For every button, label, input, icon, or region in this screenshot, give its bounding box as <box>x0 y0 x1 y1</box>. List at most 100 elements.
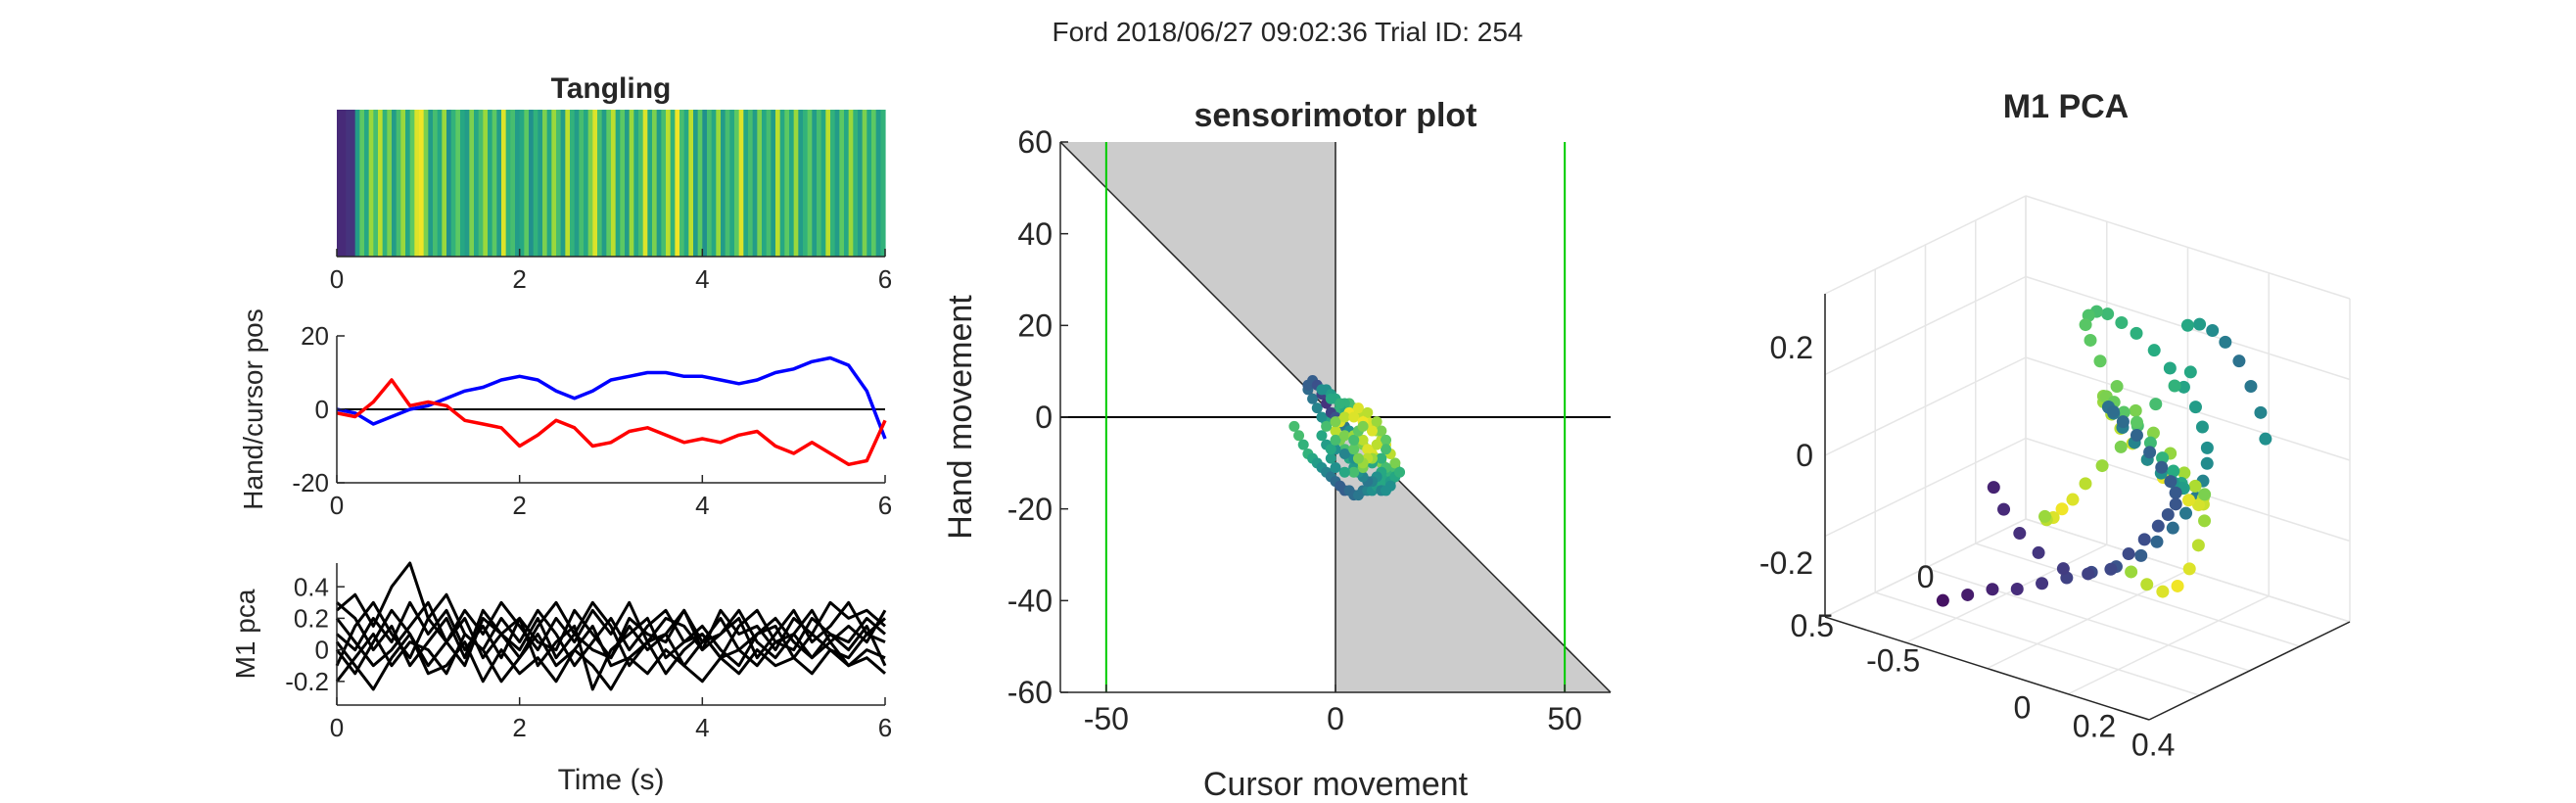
pca3d-y-tick-label: 0 <box>2014 689 2032 725</box>
pca3d-point <box>2195 420 2209 434</box>
tangling-stripe <box>437 110 443 257</box>
hand-x-tick-label: 4 <box>695 491 709 520</box>
tangling-stripe <box>656 110 662 257</box>
pca-x-tick-label: 6 <box>878 713 892 742</box>
tangling-stripe <box>702 110 708 257</box>
tangling-stripe <box>830 110 836 257</box>
sensorimotor-point <box>1330 425 1341 437</box>
pca-x-tick-label: 2 <box>512 713 526 742</box>
sensorimotor-point <box>1330 462 1341 474</box>
sensorimotor-point <box>1357 420 1369 432</box>
sensorimotor-point <box>1371 416 1382 428</box>
tangling-stripe <box>428 110 434 257</box>
tangling-stripe <box>579 110 585 257</box>
tangling-stripe <box>679 110 685 257</box>
pca3d-point <box>1986 583 1999 596</box>
tangling-x-tick-label: 4 <box>695 264 709 294</box>
pca3d-grid-line <box>1824 275 2027 376</box>
sensorimotor-point <box>1366 425 1378 437</box>
pca-trace-line <box>335 633 886 691</box>
tangling-stripe <box>570 110 576 257</box>
tangling-stripe <box>834 110 840 257</box>
pca3d-grid-line <box>2025 195 2351 300</box>
tangling-stripe <box>683 110 689 257</box>
pca3d-point <box>2180 318 2194 332</box>
tangling-stripe <box>734 110 740 257</box>
tangling-stripe <box>496 110 502 257</box>
tangling-stripe <box>757 110 763 257</box>
tangling-stripe <box>721 110 726 257</box>
sensorimotor-point <box>1348 444 1360 455</box>
tangling-stripe <box>652 110 658 257</box>
tangling-stripe <box>546 110 552 257</box>
hand-y-tick-label: -20 <box>292 468 329 497</box>
pca3d-point <box>2191 539 2205 552</box>
pca3d-point <box>2149 398 2163 411</box>
pca3d-point <box>2130 428 2143 442</box>
cursor-position-line <box>336 378 887 467</box>
pca3d-point <box>2137 533 2151 546</box>
sensorimotor-x-tick-label: 50 <box>1547 701 1582 736</box>
pca3d-point <box>2095 459 2109 473</box>
sensorimotor-point <box>1348 466 1360 478</box>
sensorimotor-point <box>1316 411 1328 423</box>
pca-x-tick-label: 0 <box>330 713 344 742</box>
tangling-stripe <box>862 110 867 257</box>
pca3d-x-tick-label: 0.5 <box>1791 608 1834 643</box>
tangling-x-tick-label: 0 <box>330 264 344 294</box>
sensorimotor-point <box>1297 439 1309 450</box>
sensorimotor-point <box>1338 430 1350 442</box>
tangling-stripe <box>354 110 360 257</box>
hand-y-tick-label: 20 <box>301 321 329 351</box>
pca3d-point <box>2168 379 2181 393</box>
tangling-stripe <box>853 110 859 257</box>
sensorimotor-point <box>1307 393 1319 404</box>
pca3d-point <box>2193 317 2207 331</box>
sensorimotor-y-tick-label: 40 <box>1017 216 1053 252</box>
tangling-stripe <box>711 110 717 257</box>
tangling-stripe <box>584 110 589 257</box>
tangling-stripe <box>762 110 768 257</box>
pca3d-point <box>2156 451 2170 465</box>
tangling-stripe <box>729 110 735 257</box>
sensorimotor-point <box>1352 452 1364 464</box>
tangling-stripe <box>775 110 781 257</box>
sensorimotor-point <box>1288 420 1300 432</box>
sensorimotor-y-label: Hand movement <box>942 295 979 540</box>
pca-y-tick-label: 0 <box>315 636 329 665</box>
sensorimotor-point <box>1330 434 1341 446</box>
pca3d-x-tick-label: 0 <box>1917 559 1935 594</box>
tangling-stripe <box>565 110 571 257</box>
pca3d-point <box>2188 479 2202 493</box>
pca-trace-line <box>335 608 887 691</box>
tangling-stripe <box>387 110 393 257</box>
pca3d-point <box>2179 506 2193 520</box>
tangling-stripe <box>697 110 703 257</box>
tangling-stripe <box>450 110 456 257</box>
tangling-stripe <box>771 110 776 257</box>
sensorimotor-point <box>1311 402 1323 414</box>
pca3d-point <box>2232 354 2246 368</box>
sensorimotor-point <box>1389 457 1401 469</box>
pca3d-point <box>2206 324 2220 337</box>
sensorimotor-point <box>1338 411 1350 423</box>
tangling-stripe <box>396 110 401 257</box>
tangling-stripe <box>670 110 676 257</box>
sensorimotor-y-tick-label: -20 <box>1007 492 1053 527</box>
sensorimotor-point <box>1321 420 1333 432</box>
tangling-stripe <box>519 110 525 257</box>
pca3d-point <box>2082 567 2095 581</box>
pca3d-point <box>2010 583 2024 595</box>
tangling-stripe <box>464 110 470 257</box>
sensorimotor-axes: -50 0 50 -60 -40 -20 0 20 40 60 sensorimotor plot C… <box>942 97 1612 803</box>
tangling-title: Tangling <box>551 72 672 105</box>
sensorimotor-point <box>1348 411 1360 423</box>
tangling-stripe <box>601 110 607 257</box>
m1-pca-traces-axes: 0 2 4 6 -0.20 0.20.4 M1 pca Time (s) <box>230 561 892 796</box>
pca3d-point <box>2171 579 2184 592</box>
tangling-stripe <box>505 110 511 257</box>
tangling-axes: 0 2 4 6 Tangling <box>330 72 892 294</box>
tangling-stripe <box>597 110 603 257</box>
pca3d-point <box>2147 344 2161 357</box>
